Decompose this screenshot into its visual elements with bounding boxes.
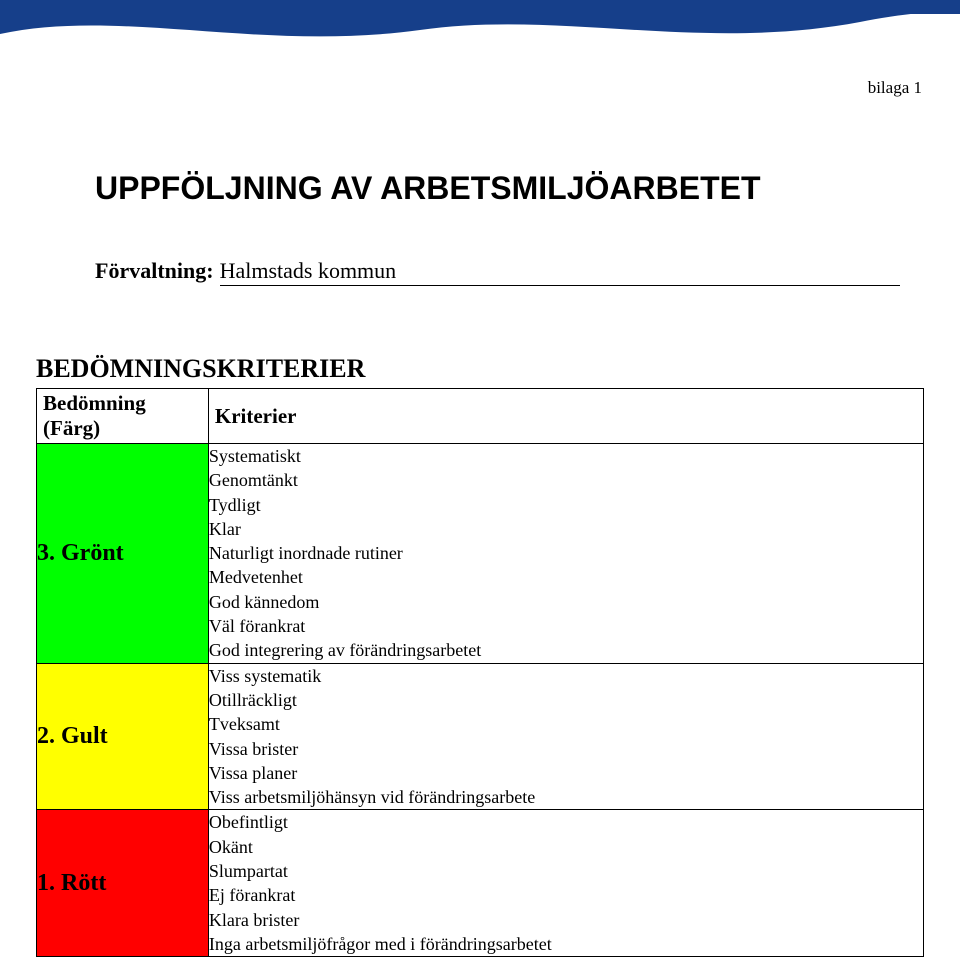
table-row: 1. RöttObefintligtOkäntSlumpartatEj föra… [37, 810, 924, 957]
wave-svg [0, 0, 960, 44]
section-title: BEDÖMNINGSKRITERIER [36, 354, 365, 384]
criteria-line: Ej förankrat [209, 883, 923, 907]
criteria-line: Genomtänkt [209, 468, 923, 492]
forvaltning-value: Halmstads kommun [220, 258, 900, 286]
criteria-line: Viss systematik [209, 664, 923, 688]
criteria-line: Klara brister [209, 908, 923, 932]
criteria-line: Väl förankrat [209, 614, 923, 638]
criteria-cell: ObefintligtOkäntSlumpartatEj förankratKl… [208, 810, 923, 957]
wave-path [0, 11, 960, 36]
criteria-line: Obefintligt [209, 810, 923, 834]
header-wave [0, 0, 960, 44]
criteria-cell: Viss systematikOtillräckligtTveksamtViss… [208, 663, 923, 810]
criteria-line: Inga arbetsmiljöfrågor med i förändrings… [209, 932, 923, 956]
assessment-cell: 3. Grönt [37, 444, 209, 664]
doc-tag: bilaga 1 [868, 78, 922, 98]
criteria-cell: SystematisktGenomtänktTydligtKlarNaturli… [208, 444, 923, 664]
forvaltning-label: Förvaltning: [95, 258, 214, 284]
criteria-line: Slumpartat [209, 859, 923, 883]
assessment-cell: 2. Gult [37, 663, 209, 810]
page: bilaga 1 UPPFÖLJNING AV ARBETSMILJÖARBET… [0, 0, 960, 929]
criteria-line: Tveksamt [209, 712, 923, 736]
criteria-line: God integrering av förändringsarbetet [209, 638, 923, 662]
table-header-row: Bedömning (Färg) Kriterier [37, 389, 924, 444]
criteria-line: Vissa planer [209, 761, 923, 785]
criteria-line: God kännedom [209, 590, 923, 614]
criteria-line: Otillräckligt [209, 688, 923, 712]
criteria-line: Vissa brister [209, 737, 923, 761]
criteria-line: Tydligt [209, 493, 923, 517]
table-row: 3. GröntSystematisktGenomtänktTydligtKla… [37, 444, 924, 664]
assessment-cell: 1. Rött [37, 810, 209, 957]
criteria-line: Naturligt inordnade rutiner [209, 541, 923, 565]
criteria-table: Bedömning (Färg) Kriterier 3. GröntSyste… [36, 388, 924, 957]
criteria-line: Medvetenhet [209, 565, 923, 589]
table-header-criteria: Kriterier [208, 389, 923, 444]
forvaltning-row: Förvaltning: Halmstads kommun [95, 258, 900, 286]
table-row: 2. GultViss systematikOtillräckligtTveks… [37, 663, 924, 810]
wave-top-rect [0, 0, 960, 14]
criteria-line: Viss arbetsmiljöhänsyn vid förändringsar… [209, 785, 923, 809]
page-title: UPPFÖLJNING AV ARBETSMILJÖARBETET [95, 170, 761, 207]
criteria-line: Okänt [209, 835, 923, 859]
table-header-assessment: Bedömning (Färg) [37, 389, 209, 444]
criteria-line: Systematiskt [209, 444, 923, 468]
criteria-line: Klar [209, 517, 923, 541]
